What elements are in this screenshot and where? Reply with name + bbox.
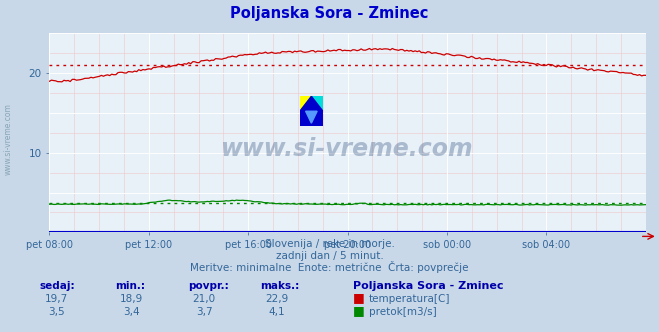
Text: 3,5: 3,5: [47, 307, 65, 317]
Text: temperatura[C]: temperatura[C]: [369, 294, 451, 304]
Text: www.si-vreme.com: www.si-vreme.com: [221, 137, 474, 161]
Text: povpr.:: povpr.:: [188, 281, 229, 291]
Polygon shape: [300, 96, 323, 126]
Text: 18,9: 18,9: [120, 294, 144, 304]
Polygon shape: [306, 111, 317, 123]
Polygon shape: [300, 96, 312, 111]
Polygon shape: [312, 96, 323, 111]
Text: www.si-vreme.com: www.si-vreme.com: [4, 104, 13, 175]
Text: min.:: min.:: [115, 281, 146, 291]
Text: Meritve: minimalne  Enote: metrične  Črta: povprečje: Meritve: minimalne Enote: metrične Črta:…: [190, 261, 469, 273]
Text: 22,9: 22,9: [265, 294, 289, 304]
Text: zadnji dan / 5 minut.: zadnji dan / 5 minut.: [275, 251, 384, 261]
Text: 4,1: 4,1: [268, 307, 285, 317]
Text: sedaj:: sedaj:: [40, 281, 75, 291]
Text: 19,7: 19,7: [44, 294, 68, 304]
Text: ■: ■: [353, 291, 364, 304]
Text: Slovenija / reke in morje.: Slovenija / reke in morje.: [264, 239, 395, 249]
Text: Poljanska Sora - Zminec: Poljanska Sora - Zminec: [353, 281, 503, 291]
Text: maks.:: maks.:: [260, 281, 300, 291]
Text: ■: ■: [353, 304, 364, 317]
Text: pretok[m3/s]: pretok[m3/s]: [369, 307, 437, 317]
Text: 3,7: 3,7: [196, 307, 213, 317]
Text: 21,0: 21,0: [192, 294, 216, 304]
Text: 3,4: 3,4: [123, 307, 140, 317]
Text: Poljanska Sora - Zminec: Poljanska Sora - Zminec: [230, 6, 429, 21]
